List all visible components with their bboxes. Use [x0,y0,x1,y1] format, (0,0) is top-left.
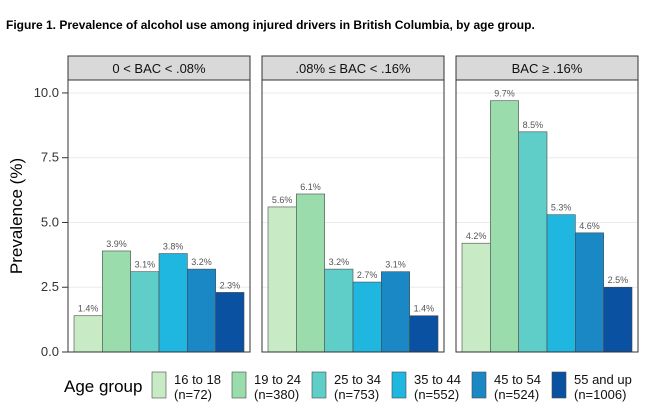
bar-2-4 [575,232,604,353]
panel-strip-label: 0 < BAC < .08% [112,61,206,76]
panel-strip [67,55,251,81]
bar-data-label: 5.3% [551,203,572,213]
bar-1-4 [381,271,410,353]
bar-data-label: 1.4% [78,304,99,314]
legend-label-n: (n=552) [414,387,459,402]
chart-title: Figure 1. Prevalence of alcohol use amon… [6,18,535,32]
bar-data-label: 3.1% [385,260,406,270]
bar-0-3 [158,253,188,353]
bar-data-label: 4.2% [466,231,487,241]
panel-strip [455,55,639,81]
y-tick-label: 10.0 [34,85,59,100]
legend-key-0 [151,371,167,399]
panel-border [455,79,639,353]
bar-2-0 [461,242,491,353]
panel-strip-label: BAC ≥ .16% [512,61,583,76]
bar-1-3 [352,281,382,353]
y-tick-label: 2.5 [41,279,59,294]
bar-data-label: 3.1% [135,260,156,270]
legend-key-3 [391,371,407,399]
legend-label: 19 to 24 [254,372,301,387]
legend-label: 25 to 34 [334,372,381,387]
panel-border [261,79,445,353]
bar-data-label: 4.6% [579,221,600,231]
legend-key-4 [471,371,487,399]
legend-label-n: (n=524) [494,387,539,402]
legend-label: 55 and up [574,372,632,387]
bar-data-label: 2.7% [357,270,378,280]
bar-0-4 [187,268,216,353]
legend-key-1 [231,371,247,399]
bar-data-label: 3.2% [329,257,350,267]
panel-border [67,79,251,353]
y-axis-title: Prevalence (%) [7,158,26,274]
bar-1-5 [409,315,439,353]
bar-data-label: 3.2% [191,257,212,267]
bar-2-5 [603,286,633,353]
legend-label-n: (n=753) [334,387,379,402]
bar-data-label: 6.1% [300,182,321,192]
bar-2-2 [518,131,548,353]
bar-0-5 [215,292,245,353]
bar-data-label: 2.5% [608,275,629,285]
bar-0-2 [130,271,160,353]
bar-1-1 [296,193,325,353]
bar-data-label: 3.8% [163,242,184,252]
legend-title: Age group [64,377,142,396]
legend-label: 35 to 44 [414,372,461,387]
bar-2-3 [546,214,576,353]
legend-label: 45 to 54 [494,372,541,387]
y-tick-label: 7.5 [41,150,59,165]
bar-data-label: 8.5% [523,120,544,130]
legend-label-n: (n=1006) [574,387,626,402]
legend-label-n: (n=380) [254,387,299,402]
bar-0-1 [102,250,131,353]
bar-1-0 [267,206,297,353]
bar-0-0 [73,315,103,353]
y-tick-label: 5.0 [41,214,59,229]
legend-key-5 [551,371,567,399]
legend-label-n: (n=72) [174,387,212,402]
y-tick-label: 0.0 [41,344,59,359]
legend-label: 16 to 18 [174,372,221,387]
bar-data-label: 9.7% [494,89,515,99]
legend-key-2 [311,371,327,399]
bar-1-2 [324,268,354,353]
panel-strip-label: .08% ≤ BAC < .16% [295,61,411,76]
bar-data-label: 2.3% [220,280,241,290]
bar-data-label: 1.4% [414,304,435,314]
bar-data-label: 3.9% [106,239,127,249]
bar-data-label: 5.6% [272,195,293,205]
bar-2-1 [490,100,519,353]
